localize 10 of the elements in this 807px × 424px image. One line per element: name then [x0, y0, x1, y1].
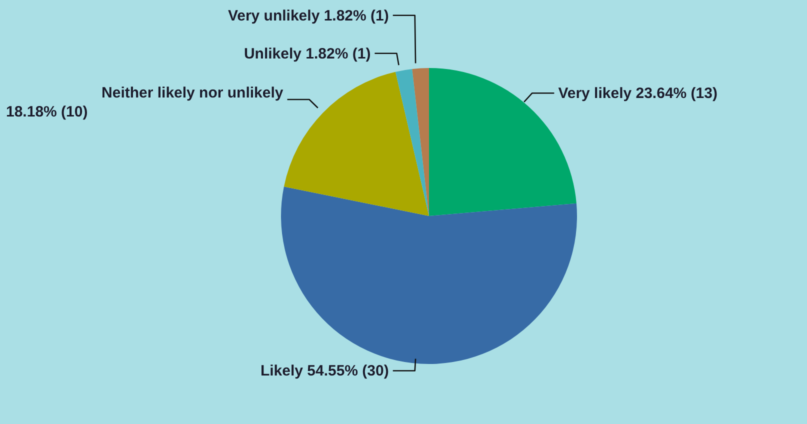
pie-slice [281, 186, 577, 364]
slice-label: Neither likely nor unlikely [102, 84, 284, 102]
pie-slice [395, 68, 429, 216]
data-label: 18.18% (10) [6, 103, 88, 120]
slice-label: Unlikely 1.82% (1) [244, 45, 371, 62]
pie-slice [412, 68, 429, 216]
slice-label: Likely 54.55% (30) [260, 362, 389, 380]
slice-label: Very likely 23.64% (13) [558, 85, 718, 102]
pie-slice [284, 72, 429, 216]
slice-label: Very unlikely 1.82% (1) [228, 7, 389, 24]
